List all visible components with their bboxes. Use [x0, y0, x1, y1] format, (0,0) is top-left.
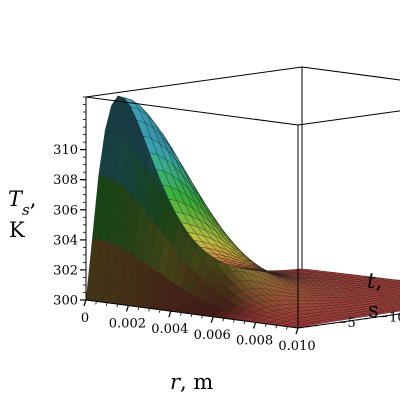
x-minor-tick	[105, 302, 108, 306]
x-minor-tick	[116, 304, 119, 308]
y-tick-label: 10	[389, 311, 400, 326]
x-minor-tick	[201, 315, 203, 319]
z-tick-label: 310	[53, 143, 78, 158]
y-axis: 510152025	[306, 311, 400, 331]
x-minor-tick	[233, 319, 235, 323]
z-axis-title: Ts,	[8, 187, 36, 219]
z-tick-label: 308	[53, 173, 78, 188]
x-tick-label: 0.006	[194, 328, 231, 343]
z-tick-label: 302	[53, 263, 78, 278]
x-minor-tick	[211, 316, 214, 320]
z-tick-label: 304	[53, 233, 78, 248]
x-minor-tick	[180, 312, 182, 316]
x-minor-tick	[190, 313, 193, 318]
surface-cell	[295, 268, 311, 271]
x-tick-label: 0.010	[278, 339, 315, 354]
y-axis-quantity: t	[367, 269, 376, 293]
box-edge-back-top	[301, 66, 400, 81]
x-axis-title: r, m	[170, 370, 213, 394]
x-minor-tick	[275, 325, 278, 329]
x-minor-tick	[243, 320, 246, 325]
x-minor-tick	[127, 305, 129, 309]
x-axis-unit: m	[193, 370, 213, 394]
x-minor-tick	[222, 318, 225, 322]
x-minor-tick	[148, 308, 150, 312]
z-tick-label: 300	[53, 294, 78, 309]
x-tick-label: 0.002	[109, 317, 146, 332]
x-minor-tick	[296, 327, 299, 332]
y-tick-label: 5	[348, 316, 356, 331]
x-tick-label: 0.008	[236, 333, 273, 348]
box-edge-front-top	[85, 96, 299, 126]
z-axis-quantity: T	[8, 187, 24, 211]
bounding-box-back	[85, 66, 400, 300]
z-tick-label: 306	[53, 203, 78, 218]
x-minor-tick	[169, 311, 172, 315]
y-axis-unit: s	[368, 298, 379, 322]
z-axis-subscript: s	[22, 201, 30, 219]
x-tick-label: 0.004	[151, 322, 188, 337]
z-axis-unit: K	[9, 218, 25, 242]
z-axis: 300 302 304 306 308 310	[53, 96, 86, 309]
x-minor-tick	[264, 323, 267, 327]
x-minor-tick	[254, 322, 256, 326]
x-minor-tick	[286, 326, 288, 330]
box-edge-left-top	[85, 66, 303, 98]
x-minor-tick	[137, 306, 140, 311]
x-axis: 0 0.002 0.004 0.006 0.008 0.010	[81, 299, 316, 354]
x-minor-tick	[158, 309, 161, 313]
x-tick-label: 0	[81, 311, 89, 326]
x-minor-tick	[95, 301, 97, 305]
surface-mesh	[85, 95, 400, 329]
box-edge-right-top	[297, 110, 400, 126]
x-axis-quantity: r	[170, 370, 182, 394]
x-minor-tick	[84, 299, 87, 304]
y-axis-title: t,	[367, 269, 382, 293]
